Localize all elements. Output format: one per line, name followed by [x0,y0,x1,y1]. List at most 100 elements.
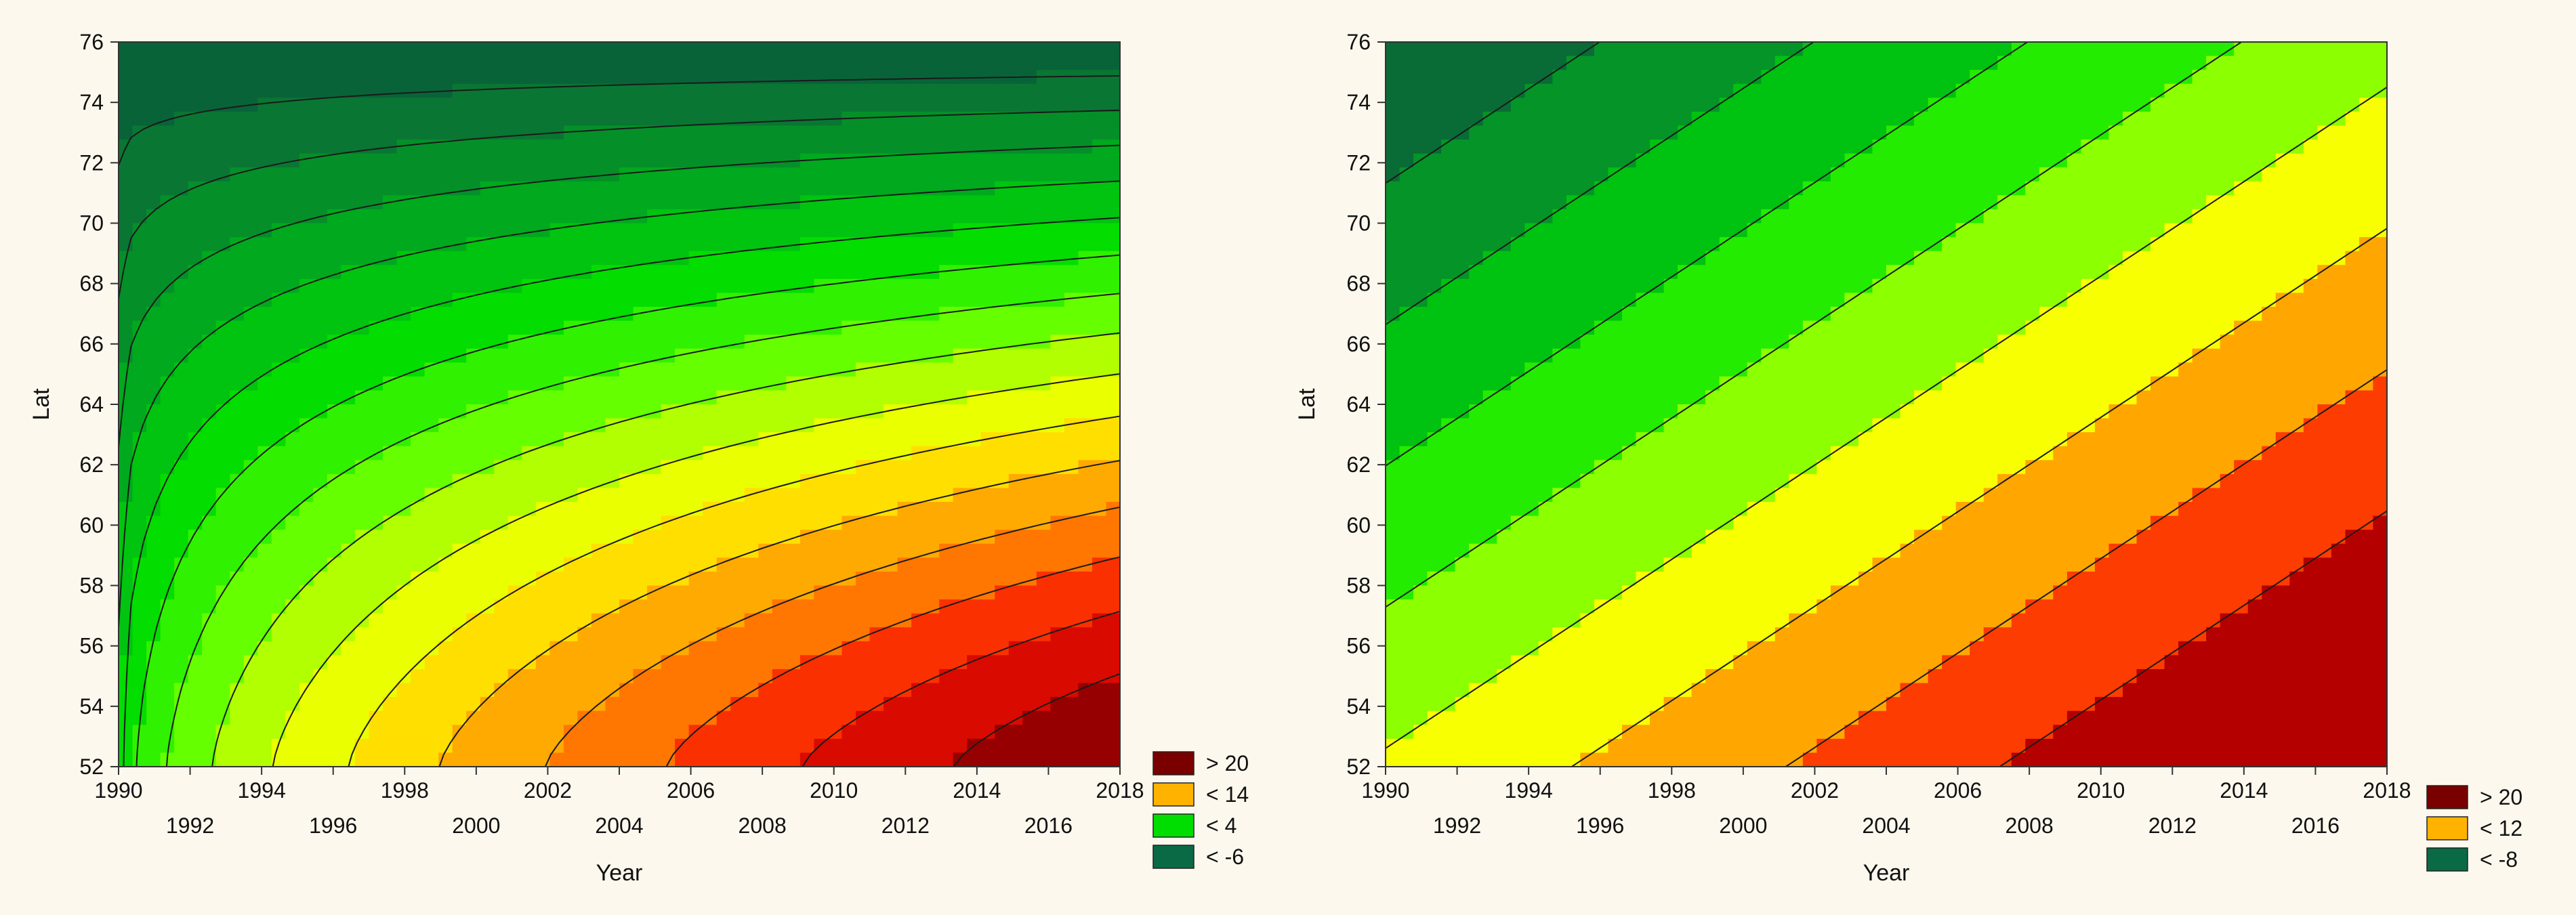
contour-cell [230,362,245,377]
contour-cell [939,752,954,767]
contour-cell [925,460,940,475]
contour-cell [160,738,175,754]
contour-cell [494,515,509,530]
contour-cell [271,306,287,322]
contour-cell [577,56,592,70]
contour-cell [160,390,175,405]
contour-cell [1092,348,1107,364]
contour-cell [438,641,453,656]
contour-cell [1621,738,1637,754]
contour-cell [1092,502,1107,517]
contour-cell [369,697,383,712]
contour-cell [633,278,648,294]
contour-cell [1022,557,1037,572]
contour-cell [1413,432,1428,447]
contour-cell [855,223,871,238]
contour-cell [1497,265,1512,280]
contour-cell [577,265,592,280]
x-tick-label: 1994 [238,778,286,803]
contour-cell [327,530,342,545]
contour-cell [1036,306,1052,322]
contour-cell [1427,335,1442,349]
contour-cell [535,599,551,614]
contour-cell [549,530,564,545]
contour-cell [1650,473,1665,489]
contour-cell [647,543,662,559]
contour-cell [202,418,217,433]
contour-cell [1413,404,1428,419]
contour-cell [716,209,732,224]
contour-cell [1566,530,1581,545]
contour-cell [744,530,760,545]
contour-cell [1455,98,1470,112]
contour-cell [577,683,592,698]
contour-cell [661,140,676,154]
contour-cell [1678,488,1692,503]
contour-cell [1008,83,1024,99]
contour-cell [522,725,537,740]
contour-cell [814,265,829,280]
contour-cell [494,530,509,545]
contour-cell [299,473,314,489]
contour-cell [202,515,217,530]
contour-cell [494,418,509,433]
contour-cell [257,655,272,670]
contour-cell [1636,265,1650,280]
contour-cell [1078,641,1093,656]
contour-cell [174,627,189,642]
contour-cell [271,167,287,182]
contour-cell [1621,725,1637,740]
contour-cell [842,530,856,545]
contour-cell [494,83,509,99]
contour-cell [396,446,411,461]
contour-cell [1399,195,1414,210]
contour-cell [257,167,272,182]
contour-cell [522,237,537,252]
contour-cell [1650,223,1665,238]
contour-cell [633,473,648,489]
contour-cell [396,209,411,224]
contour-cell [799,181,815,196]
contour-cell [884,111,898,127]
contour-cell [744,265,760,280]
contour-cell [494,320,509,335]
contour-cell [313,710,328,726]
contour-cell [202,42,217,57]
contour-cell [452,460,467,475]
contour-cell [1078,306,1093,322]
contour-cell [160,237,175,252]
contour-cell [1092,209,1107,224]
contour-cell [758,613,773,629]
left-y-axis-label: Lat [28,388,54,421]
contour-cell [1064,293,1079,307]
contour-cell [1691,306,1706,322]
contour-cell [869,738,884,754]
contour-cell [494,404,509,419]
contour-cell [299,56,314,70]
contour-cell [230,153,245,168]
contour-cell [967,98,982,112]
contour-cell [132,752,147,767]
contour-cell [1078,320,1093,335]
contour-cell [786,70,801,85]
contour-cell [1413,627,1428,642]
contour-cell [174,655,189,670]
contour-cell [215,502,231,517]
contour-cell [925,571,940,587]
contour-cell [799,140,815,154]
contour-cell [174,70,189,85]
contour-cell [1036,446,1052,461]
contour-cell [1050,125,1065,140]
contour-cell [591,668,606,684]
contour-cell [494,306,509,322]
contour-cell [911,725,926,740]
contour-cell [299,111,314,127]
contour-cell [1455,320,1470,335]
contour-cell [424,432,439,447]
contour-cell [605,293,620,307]
contour-cell [703,348,718,364]
contour-cell [257,418,272,433]
contour-cell [174,251,189,266]
contour-cell [1482,251,1498,266]
contour-cell [577,223,592,238]
